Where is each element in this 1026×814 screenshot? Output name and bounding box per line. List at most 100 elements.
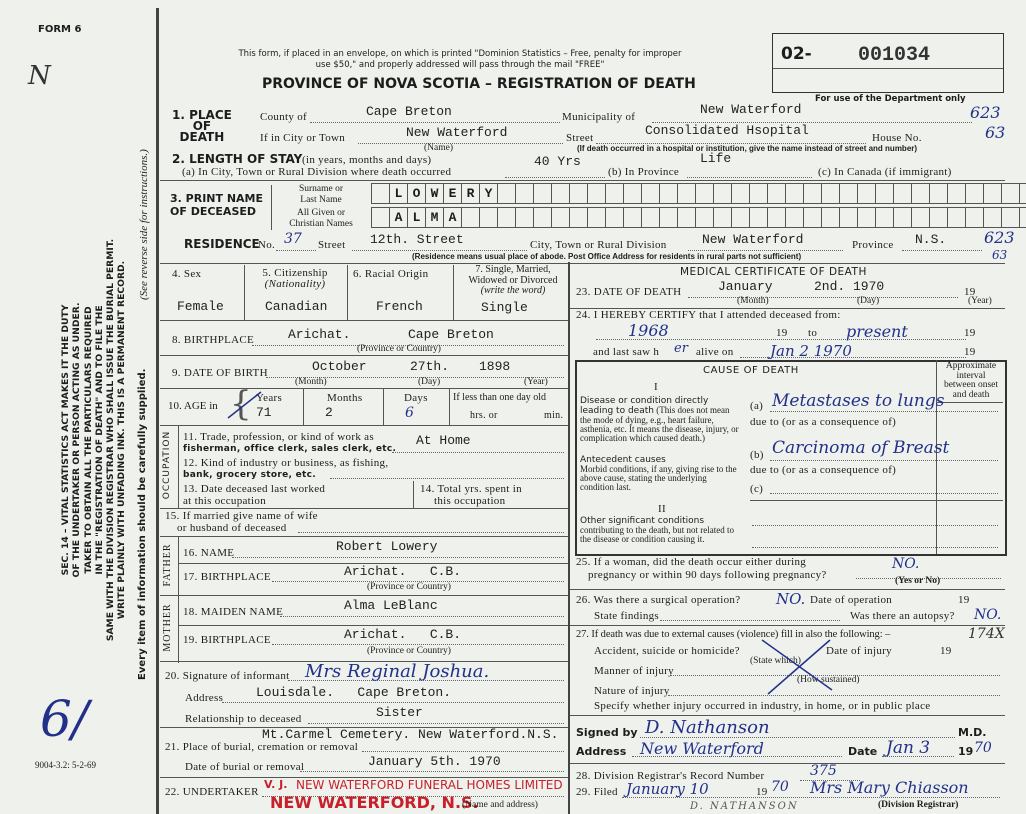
origin-label: 6. Racial Origin <box>353 268 429 280</box>
stay-canada-label: (c) In Canada (if immigrant) <box>818 166 952 178</box>
burial-date-label: Date of burial or removal <box>185 761 305 773</box>
registrar-signature: Mrs Mary Chiasson <box>810 778 969 797</box>
dod-month: January <box>718 279 773 294</box>
letter-cell: L <box>389 183 408 204</box>
letter-cell <box>767 183 786 204</box>
external-causes-label: 27. If death was due to external causes … <box>576 629 891 640</box>
burial-place: Mt.Carmel Cemetery. New Waterford.N.S. <box>262 727 559 742</box>
name-note: (Name) <box>424 143 454 153</box>
nature-label: Nature of injury <box>594 685 670 697</box>
label-line: Last Name <box>300 195 342 205</box>
cause-title: CAUSE OF DEATH <box>703 365 799 376</box>
origin-value: French <box>376 299 423 314</box>
last-worked-label: 13. Date deceased last worked at this occ… <box>183 483 325 507</box>
label-line: (write the word) <box>480 285 546 296</box>
other-title: Other significant conditions <box>580 516 705 526</box>
letter-cell: Y <box>479 183 498 204</box>
label-line: 3. PRINT NAME <box>170 192 264 205</box>
label-line: 14. Total yrs. spent in <box>420 483 522 495</box>
citizenship-value: Canadian <box>265 299 328 314</box>
county-label: County of <box>260 111 308 123</box>
letter-cell <box>929 207 948 228</box>
year-prefix: 19 <box>958 745 974 758</box>
letter-cell <box>875 183 894 204</box>
cause-a-label: (a) <box>750 400 764 412</box>
signed-by-label: Signed by <box>576 726 638 739</box>
dob-label: 9. DATE OF BIRTH <box>172 367 268 379</box>
informant-address: Louisdale. Cape Breton. <box>256 685 452 700</box>
label-line: 1. PLACE <box>172 108 232 122</box>
code-note: 63 <box>985 123 1006 142</box>
month-note: (Month) <box>295 377 327 387</box>
letter-cell <box>659 183 678 204</box>
citizenship-label: 5. Citizenship (Nationality) <box>250 268 340 290</box>
sex-label: 4. Sex <box>172 268 202 280</box>
letter-cell <box>623 207 642 228</box>
mail-notice-line: This form, if placed in an envelope, on … <box>238 49 682 59</box>
letter-cell <box>695 183 714 204</box>
father-name-label: 16. NAME <box>183 547 235 559</box>
letter-cell <box>1019 183 1026 204</box>
stay-city-value: 40 Yrs <box>534 154 581 169</box>
letter-cell <box>1001 183 1020 204</box>
letter-cell <box>515 183 534 204</box>
injury-date-label: Date of injury <box>826 645 892 657</box>
operation-value: NO. <box>776 590 806 608</box>
letter-cell: O <box>407 183 426 204</box>
letter-cell <box>605 183 624 204</box>
municipality-label: Municipality of <box>562 111 636 123</box>
other-text: contributing to the death, but not relat… <box>580 525 734 544</box>
letter-cell <box>695 207 714 228</box>
letter-cell <box>821 207 840 228</box>
printed-name: D. NATHANSON <box>690 801 799 812</box>
letter-cell <box>839 207 858 228</box>
registrar-note: (Division Registrar) <box>878 800 959 810</box>
father-side-label: FATHER <box>162 543 173 587</box>
days-label: Days <box>404 392 428 404</box>
residence-street: 12th. Street <box>370 232 464 247</box>
min-label: min. <box>544 410 564 421</box>
antecedent-description: Antecedent causes Morbid conditions, if a… <box>580 456 742 492</box>
mother-name: Alma LeBlanc <box>344 598 438 613</box>
letter-cell <box>677 183 696 204</box>
residence-label: RESIDENCE <box>184 237 260 251</box>
residence-province: N.S. <box>915 232 947 247</box>
page-title: PROVINCE OF NOVA SCOTIA – REGISTRATION O… <box>262 76 696 92</box>
part-one: I <box>654 381 658 393</box>
yes-no-note: (Yes or No) <box>895 576 941 586</box>
md-label: M.D. <box>958 726 987 739</box>
letter-cell <box>587 183 606 204</box>
letter-cell <box>497 207 516 228</box>
day-note: (Day) <box>857 296 880 306</box>
manner-label: Manner of injury <box>594 665 674 677</box>
label-line: 5. Citizenship <box>262 267 328 279</box>
notice-line: OF THE UNDERTAKER OR PERSON ACTING AS UN… <box>71 302 83 578</box>
reg-number: 001034 <box>858 44 931 67</box>
letter-cell <box>533 207 552 228</box>
letter-cell: E <box>443 183 462 204</box>
months-label: Months <box>327 392 363 404</box>
dob-month: October <box>312 359 367 374</box>
age-label: 10. AGE in <box>168 400 218 412</box>
letter-cell <box>893 183 912 204</box>
letter-cell <box>947 183 966 204</box>
letter-cell <box>749 183 768 204</box>
cause-a-value: Metastases to lungs <box>772 391 945 411</box>
pregnancy-label: 25. If a woman, did the death occur eith… <box>576 556 827 582</box>
label-line: 7. Single, Married, <box>475 264 551 275</box>
form-code: 9004-3.2: 5-2-69 <box>35 760 96 770</box>
how-sustained-note: (How sustained) <box>797 675 860 685</box>
letter-cell <box>641 183 660 204</box>
label-line: 13. Date deceased last worked <box>183 483 326 495</box>
birthplace-label: 8. BIRTHPLACE <box>172 334 255 346</box>
antecedent-text: Morbid conditions, if any, giving rise t… <box>580 464 737 492</box>
label-line: (Nationality) <box>264 278 326 290</box>
month-note: (Month) <box>737 296 769 306</box>
informant-address-label: Address <box>185 692 224 704</box>
residence-note: (Residence means usual place of abode. P… <box>412 252 802 261</box>
province-note: (Province or Country) <box>367 646 451 656</box>
letter-cell <box>911 183 930 204</box>
less-day-label: If less than one day old <box>453 392 547 403</box>
label-line: OF DECEASED <box>170 205 257 218</box>
letter-cell <box>623 183 642 204</box>
